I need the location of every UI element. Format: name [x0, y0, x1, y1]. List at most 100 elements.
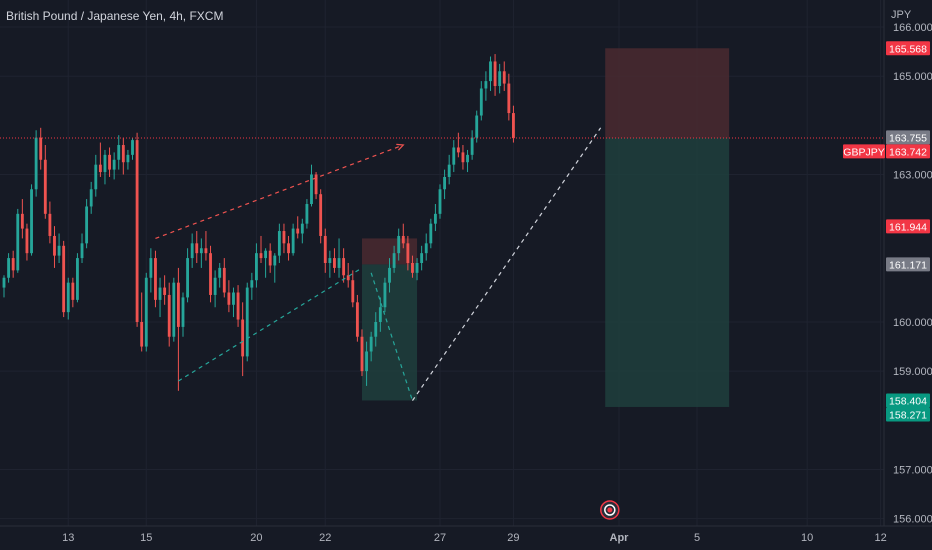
- x-tick-label: 5: [694, 532, 700, 544]
- y-tick-label: 159.000: [893, 366, 932, 378]
- trend-lines[interactable]: [155, 127, 602, 401]
- candle-body: [222, 267, 226, 293]
- candle-body: [337, 258, 341, 268]
- candle-body: [452, 147, 456, 165]
- candle-body: [507, 83, 511, 114]
- candle-body: [89, 189, 93, 207]
- x-tick-label: Apr: [610, 532, 630, 544]
- stop-loss-zone: [605, 48, 730, 139]
- candle-body: [328, 258, 332, 263]
- candle-body: [241, 319, 245, 357]
- candle-body: [479, 88, 483, 116]
- candle-body: [296, 228, 300, 234]
- candle-body: [236, 292, 240, 320]
- candle-body: [277, 231, 281, 256]
- x-tick-label: 15: [140, 532, 152, 544]
- candle-body: [121, 145, 125, 163]
- candle-body: [204, 248, 208, 254]
- candle-body: [291, 228, 295, 254]
- event-inner-ring: [604, 504, 616, 516]
- currency-label: JPY: [891, 9, 912, 21]
- candle-body: [433, 213, 437, 224]
- symbol-tag-box: [843, 144, 885, 159]
- candle-body: [39, 137, 43, 160]
- candle-body: [388, 267, 391, 283]
- candle-body: [360, 336, 364, 372]
- candle-body: [287, 243, 290, 254]
- symbol-title: British Pound / Japanese Yen, 4h, FXCM: [6, 9, 223, 23]
- y-tick-label: 165.000: [893, 71, 932, 83]
- candle-body: [94, 164, 98, 190]
- candle-body: [475, 115, 479, 138]
- candle-body: [443, 176, 447, 190]
- price-label-text: 161.944: [889, 221, 927, 233]
- candle-body: [16, 213, 20, 271]
- candle-body: [466, 154, 469, 163]
- candle-body: [346, 275, 350, 281]
- candle-body: [470, 137, 474, 155]
- event-marker-icon[interactable]: [600, 500, 620, 520]
- price-label-box: [886, 41, 930, 56]
- candle-body: [176, 282, 180, 327]
- symbol-tag-text: GBPJPY: [843, 146, 884, 158]
- candle-body: [232, 292, 235, 305]
- candle-body: [57, 245, 61, 256]
- candle-body: [108, 154, 111, 170]
- candle-body: [245, 287, 249, 357]
- candle-body: [20, 213, 24, 229]
- candle-body: [268, 250, 272, 266]
- candle-body: [323, 235, 327, 263]
- candle-body: [300, 223, 304, 234]
- candle-body: [429, 223, 433, 244]
- candle-body: [493, 61, 497, 87]
- x-tick-label: 20: [250, 532, 262, 544]
- candle-body: [131, 140, 134, 155]
- trend-line: [178, 267, 363, 382]
- y-tick-label: 157.000: [893, 464, 932, 476]
- y-tick-label: 156.000: [893, 514, 932, 526]
- price-label-box: [886, 219, 930, 234]
- price-axis[interactable]: JPY 166.000 165.000 163.000 160.000 159.000 1…: [883, 0, 932, 526]
- time-axis[interactable]: 13 15 20 22 27 29 Apr 5 10 12: [0, 525, 932, 544]
- candle-body: [305, 204, 309, 224]
- price-label-box: [886, 144, 930, 159]
- candle-body: [484, 81, 488, 89]
- candle-body: [227, 292, 231, 305]
- candle-body: [502, 71, 506, 84]
- x-tick-label: 13: [62, 532, 74, 544]
- candle-body: [489, 61, 492, 82]
- candle-body: [199, 248, 203, 254]
- candle-body: [411, 263, 414, 273]
- price-label-text: 158.404: [889, 395, 927, 407]
- position-zones[interactable]: [361, 48, 730, 407]
- x-tick-label: 22: [319, 532, 331, 544]
- price-label-box: [886, 257, 930, 272]
- x-tick-label: 27: [434, 532, 446, 544]
- candle-body: [213, 277, 217, 295]
- candle-body: [135, 140, 139, 322]
- candle-body: [80, 243, 84, 259]
- candle-body: [43, 159, 47, 214]
- candle-body: [314, 174, 318, 195]
- candle-body: [98, 164, 102, 173]
- candle-body: [447, 164, 451, 177]
- x-tick-label: 10: [801, 532, 813, 544]
- x-tick-label: 12: [874, 532, 886, 544]
- candle-body: [126, 154, 130, 163]
- candle-body: [310, 174, 313, 205]
- candle-body: [420, 253, 424, 263]
- candle-body: [355, 302, 359, 337]
- candle-body: [140, 321, 144, 347]
- candle-body: [259, 253, 263, 259]
- take-profit-zone: [605, 138, 730, 407]
- candle-body: [11, 258, 15, 271]
- candle-body: [397, 235, 401, 254]
- price-label-text: 163.755: [889, 132, 927, 144]
- price-label-text: 161.171: [889, 259, 927, 271]
- candle-body: [342, 258, 346, 276]
- price-label-box: [886, 393, 930, 408]
- candle-body: [218, 267, 222, 278]
- price-label-text: 158.271: [889, 409, 927, 421]
